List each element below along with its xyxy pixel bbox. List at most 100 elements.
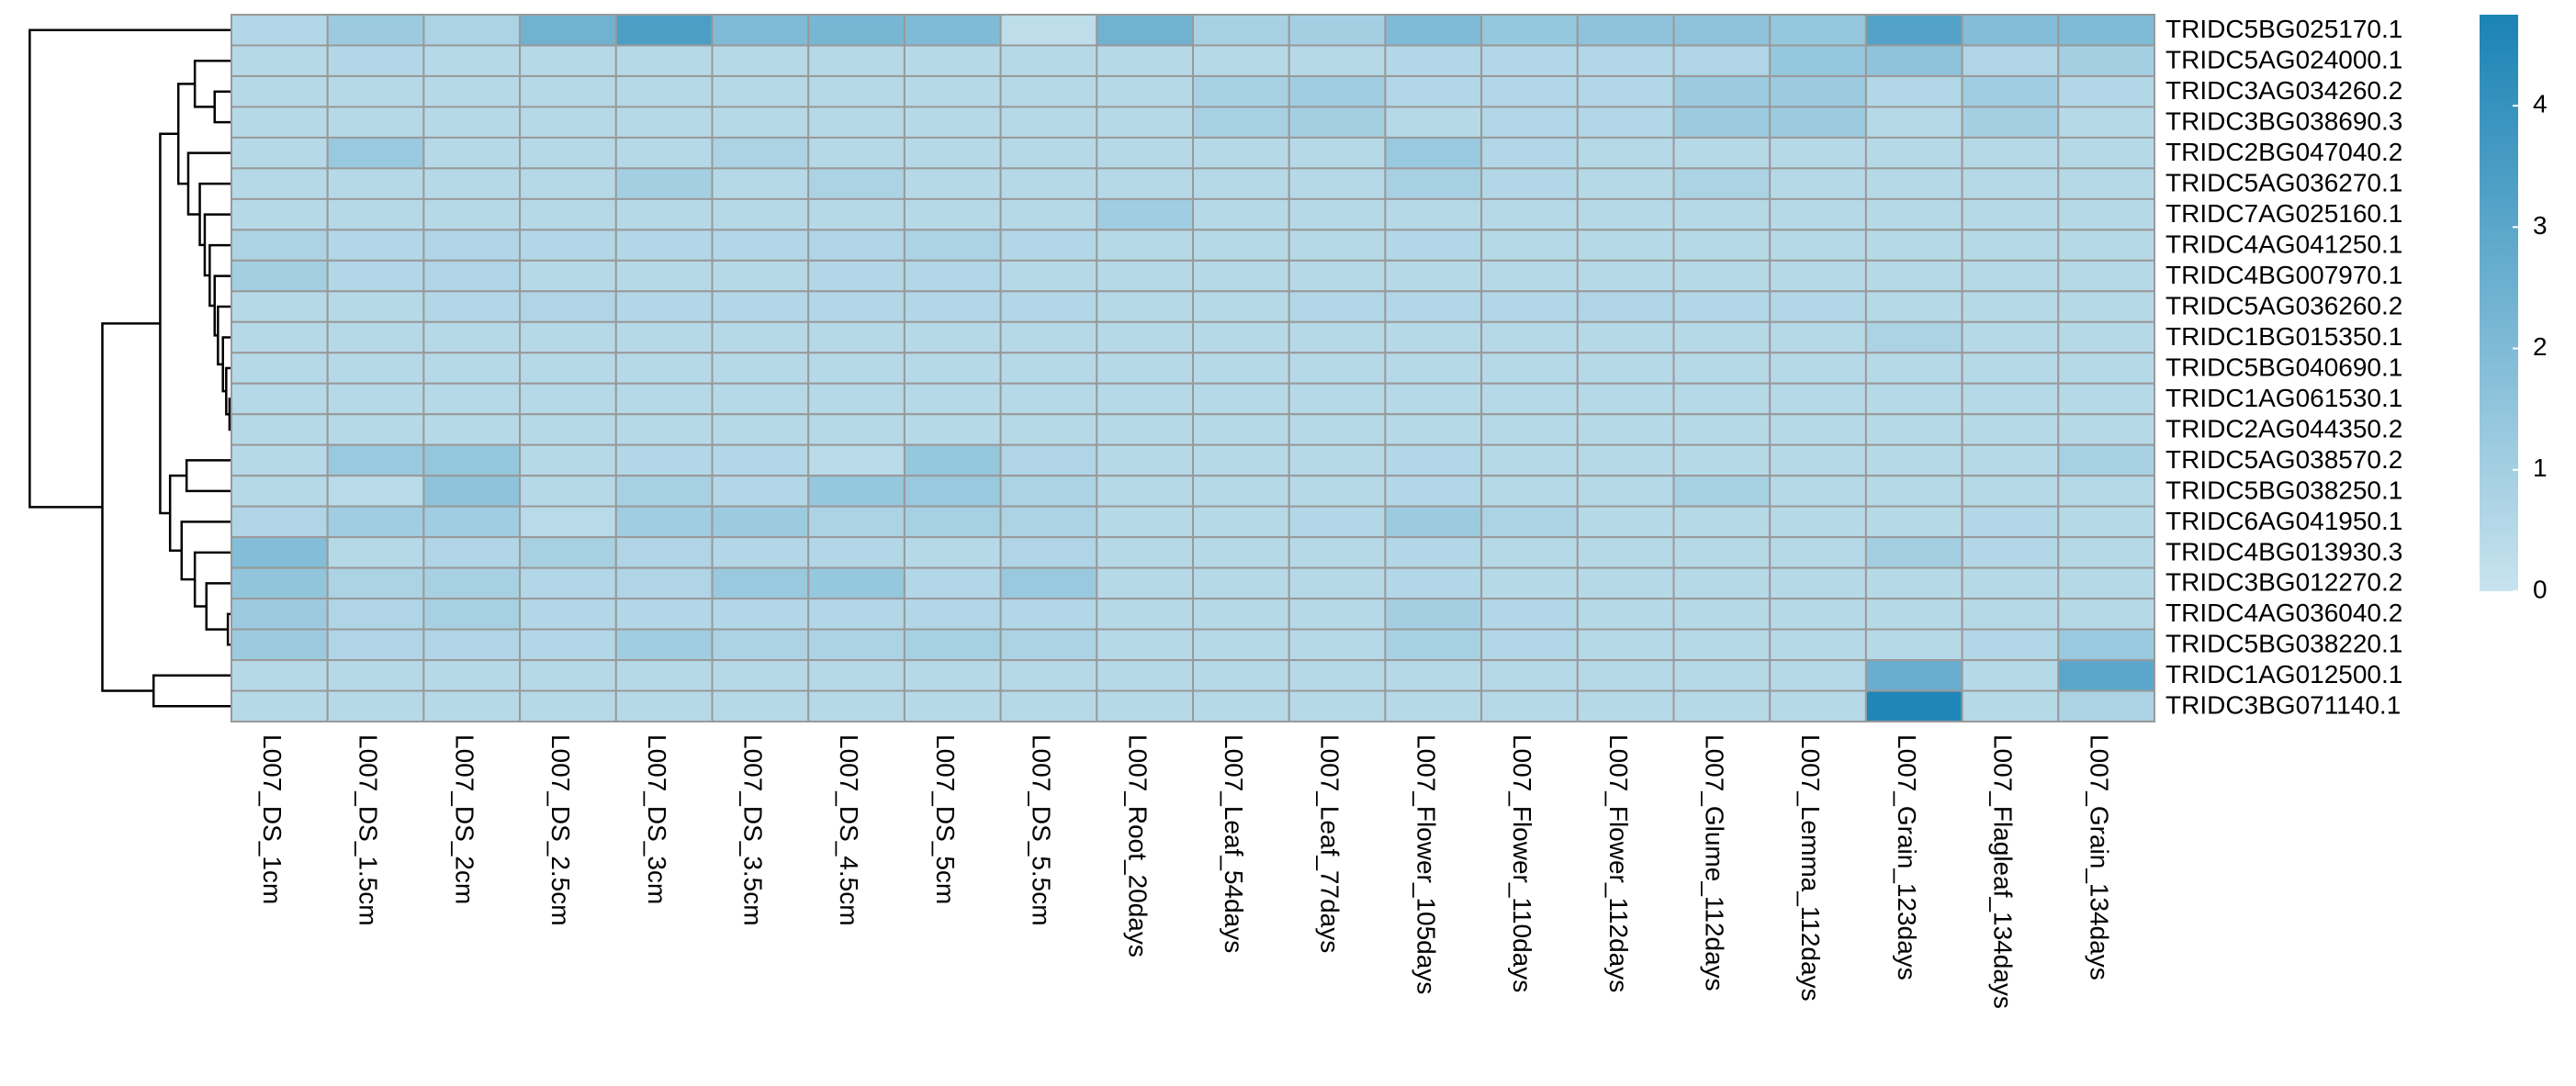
heatmap-cell <box>1384 382 1483 416</box>
heatmap-cell <box>1480 689 1579 722</box>
heatmap-cell <box>999 74 1098 108</box>
heatmap-cell <box>1961 74 2060 108</box>
heatmap-cell <box>231 167 329 200</box>
heatmap-cell <box>807 659 906 692</box>
heatmap-cell <box>1672 229 1772 262</box>
heatmap-cell <box>326 136 425 170</box>
heatmap-cell <box>1576 106 1675 139</box>
heatmap-cell <box>1961 598 2060 631</box>
heatmap-cell <box>1961 443 2060 477</box>
heatmap-cell <box>711 136 810 170</box>
heatmap-cell <box>422 566 522 600</box>
heatmap-cell <box>422 598 522 631</box>
heatmap-cell <box>1864 106 1963 139</box>
heatmap-cell <box>614 566 714 600</box>
heatmap-cell <box>1096 44 1195 77</box>
heatmap-cell <box>231 74 329 108</box>
heatmap-cell <box>1192 44 1290 77</box>
heatmap-cell <box>999 628 1098 662</box>
heatmap-cell <box>1288 320 1387 354</box>
heatmap-cell <box>1384 598 1483 631</box>
heatmap-cell <box>1864 566 1963 600</box>
heatmap-cell <box>231 352 329 385</box>
row-label: TRIDC2AG044350.2 <box>2165 414 2402 442</box>
heatmap-cell <box>1961 382 2060 416</box>
row-label: TRIDC5AG038570.2 <box>2165 445 2402 474</box>
heatmap-cell <box>422 413 522 446</box>
heatmap-cell <box>1480 197 1579 231</box>
heatmap-cell <box>422 382 522 416</box>
heatmap-cell <box>711 505 810 539</box>
heatmap-cell <box>1192 197 1290 231</box>
heatmap-cell <box>1864 628 1963 662</box>
heatmap-cell <box>422 259 522 293</box>
heatmap-cell <box>1672 290 1772 323</box>
heatmap-cell <box>1864 475 1963 508</box>
heatmap-cell <box>2057 352 2156 385</box>
heatmap-cell <box>519 598 617 631</box>
heatmap-cell <box>903 443 1002 477</box>
color-bar-tick-label: 4 <box>2533 90 2548 118</box>
heatmap-cell <box>1961 290 2060 323</box>
heatmap-cell <box>903 106 1002 139</box>
heatmap-cell <box>999 352 1098 385</box>
heatmap-cell <box>519 443 617 477</box>
heatmap-cell <box>999 566 1098 600</box>
heatmap-cell <box>1192 320 1290 354</box>
heatmap-cell <box>1576 44 1675 77</box>
row-label: TRIDC5AG036270.1 <box>2165 169 2402 197</box>
heatmap-cell <box>2057 689 2156 722</box>
heatmap-cell <box>1384 229 1483 262</box>
heatmap-cell <box>1864 44 1963 77</box>
heatmap-cell <box>1576 74 1675 108</box>
heatmap-cell <box>1961 659 2060 692</box>
heatmap-cell <box>1576 598 1675 631</box>
column-label: L007_DS_1cm <box>258 734 287 904</box>
heatmap-cell <box>1672 197 1772 231</box>
row-label: TRIDC1BG015350.1 <box>2165 322 2402 351</box>
heatmap-cell <box>1864 598 1963 631</box>
heatmap-cell <box>903 352 1002 385</box>
heatmap-cell <box>903 44 1002 77</box>
heatmap-cell <box>519 689 617 722</box>
heatmap-cell <box>1192 74 1290 108</box>
heatmap-cell <box>614 259 714 293</box>
heatmap-cell <box>519 106 617 139</box>
heatmap-cell <box>231 290 329 323</box>
heatmap-cell <box>903 598 1002 631</box>
heatmap-cell <box>1961 689 2060 722</box>
heatmap-cell <box>903 136 1002 170</box>
heatmap-cell <box>1480 382 1579 416</box>
heatmap-cell <box>711 598 810 631</box>
heatmap-cell <box>1288 598 1387 631</box>
heatmap-cell <box>519 475 617 508</box>
heatmap-cell <box>1096 505 1195 539</box>
heatmap-cell <box>1576 443 1675 477</box>
heatmap-cell <box>1192 259 1290 293</box>
heatmap-cell <box>1864 320 1963 354</box>
column-label: L007_DS_2.5cm <box>546 734 575 926</box>
heatmap-cell <box>1961 566 2060 600</box>
heatmap-cell <box>1961 505 2060 539</box>
heatmap-cell <box>1769 628 1867 662</box>
heatmap-cell <box>1672 689 1772 722</box>
heatmap-cell <box>519 259 617 293</box>
heatmap-cell <box>1288 536 1387 569</box>
heatmap-cell <box>231 14 329 47</box>
heatmap-cell <box>1864 136 1963 170</box>
heatmap-cell <box>711 443 810 477</box>
heatmap-cell <box>999 689 1098 722</box>
heatmap-cell <box>1384 320 1483 354</box>
heatmap-cell <box>711 106 810 139</box>
heatmap-cell <box>1576 628 1675 662</box>
heatmap-cell <box>326 566 425 600</box>
heatmap-cell <box>519 505 617 539</box>
heatmap-cell <box>1672 566 1772 600</box>
heatmap-cell <box>1192 566 1290 600</box>
heatmap-cell <box>614 475 714 508</box>
heatmap-cell <box>326 259 425 293</box>
heatmap-cell <box>807 259 906 293</box>
heatmap-cell <box>711 659 810 692</box>
color-bar-tick-label: 1 <box>2533 453 2548 482</box>
heatmap-cell <box>519 659 617 692</box>
